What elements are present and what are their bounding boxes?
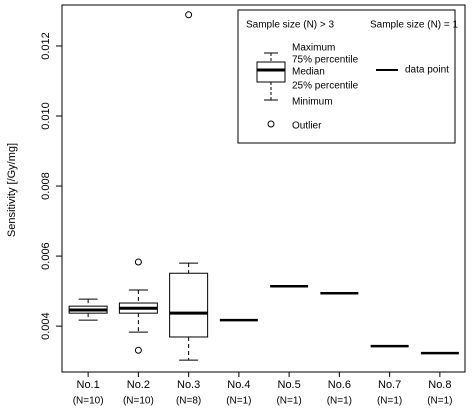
x-tick-sublabel: (N=8) bbox=[176, 396, 201, 407]
x-tick-sublabel: (N=1) bbox=[327, 396, 352, 407]
y-axis-label: Sensitivity [/Gy/mg] bbox=[6, 143, 18, 237]
legend-title: Sample size (N) = 1 bbox=[370, 20, 459, 31]
x-tick-label: No.7 bbox=[378, 379, 401, 391]
legend-title: Sample size (N) > 3 bbox=[246, 20, 335, 31]
plot-frame bbox=[61, 4, 466, 373]
outlier bbox=[185, 11, 193, 19]
legend-label: Minimum bbox=[292, 97, 333, 108]
x-tick-label: No.1 bbox=[77, 379, 100, 391]
x-tick-label: No.8 bbox=[428, 379, 451, 391]
legend-label: data point bbox=[405, 65, 449, 76]
x-tick-label: No.5 bbox=[278, 379, 301, 391]
y-tick-label: 0.010 bbox=[40, 102, 52, 130]
legend-label: 75% percentile bbox=[292, 55, 359, 66]
x-tick-sublabel: (N=10) bbox=[73, 396, 104, 407]
y-tick-label: 0.012 bbox=[40, 32, 52, 60]
legend-label: Outlier bbox=[292, 121, 322, 132]
legend-outlier bbox=[267, 120, 275, 128]
legend: Sample size (N) > 3 Sample size (N) = 1 … bbox=[237, 9, 459, 144]
y-tick-label: 0.008 bbox=[40, 172, 52, 200]
legend-box bbox=[256, 61, 286, 83]
outlier bbox=[134, 346, 142, 354]
x-tick-sublabel: (N=10) bbox=[123, 396, 154, 407]
legend-label: Median bbox=[292, 67, 325, 78]
y-tick-label: 0.004 bbox=[40, 312, 52, 340]
x-tick-label: No.3 bbox=[177, 379, 200, 391]
x-tick-label: No.6 bbox=[328, 379, 351, 391]
x-tick-label: No.2 bbox=[127, 379, 150, 391]
outlier bbox=[134, 258, 142, 266]
x-tick-label: No.4 bbox=[227, 379, 250, 391]
box bbox=[169, 272, 209, 338]
legend-label: 25% percentile bbox=[292, 81, 359, 92]
x-tick-sublabel: (N=1) bbox=[377, 396, 402, 407]
x-tick-sublabel: (N=1) bbox=[276, 396, 301, 407]
y-tick-label: 0.006 bbox=[40, 242, 52, 270]
legend-label: Maximum bbox=[292, 43, 335, 54]
x-tick-sublabel: (N=1) bbox=[226, 396, 251, 407]
x-tick-sublabel: (N=1) bbox=[427, 396, 452, 407]
